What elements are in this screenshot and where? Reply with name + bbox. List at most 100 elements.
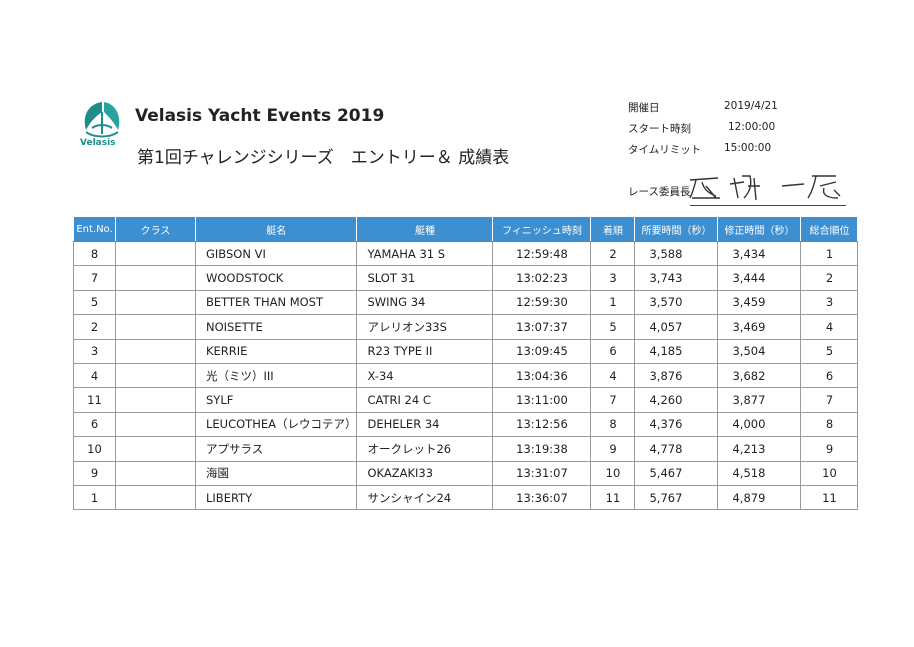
cell-elapsed-time: 3,743	[634, 265, 719, 291]
table-row: 4 光（ミツ）III X-34 13:04:36 4 3,876 3,682 6	[73, 362, 859, 389]
committee-label: レース委員長	[628, 186, 691, 198]
cell-boat-type: SWING 34	[356, 289, 494, 316]
document-title: 第1回チャレンジシリーズ エントリー＆ 成績表	[137, 148, 510, 168]
cell-overall-rank: 5	[800, 338, 859, 364]
cell-class	[115, 387, 196, 413]
cell-boat-name: KERRIE	[194, 338, 358, 364]
cell-class	[115, 338, 196, 364]
cell-overall-rank: 3	[800, 289, 859, 316]
cell-boat-name: BETTER THAN MOST	[194, 289, 358, 316]
cell-elapsed-time: 5,767	[634, 484, 719, 511]
cell-elapsed-time: 4,057	[634, 314, 719, 340]
cell-finish-time: 13:09:45	[492, 338, 592, 364]
cell-corrected-time: 4,879	[717, 484, 802, 511]
column-header-finish-time: フィニッシュ時刻	[492, 216, 592, 242]
cell-boat-name: アプサラス	[194, 436, 358, 462]
cell-finish-time: 13:36:07	[492, 484, 592, 511]
cell-elapsed-time: 3,588	[634, 240, 719, 267]
cell-boat-name: NOISETTE	[194, 314, 358, 340]
cell-finish-order: 8	[590, 411, 636, 438]
cell-class	[115, 289, 196, 316]
cell-class	[115, 362, 196, 389]
cell-boat-type: R23 TYPE II	[356, 338, 494, 364]
cell-elapsed-time: 3,876	[634, 362, 719, 389]
cell-entry-number: 6	[73, 411, 116, 438]
cell-finish-order: 9	[590, 436, 636, 462]
cell-class	[115, 411, 196, 438]
cell-corrected-time: 3,469	[717, 314, 802, 340]
cell-boat-type: CATRI 24 C	[356, 387, 494, 413]
cell-finish-order: 7	[590, 387, 636, 413]
cell-finish-time: 13:07:37	[492, 314, 592, 340]
cell-entry-number: 4	[73, 362, 116, 389]
column-header-class: クラス	[115, 216, 196, 242]
info-value: 15:00:00	[724, 142, 772, 154]
cell-boat-type: YAMAHA 31 S	[356, 240, 494, 267]
cell-class	[115, 240, 196, 267]
cell-elapsed-time: 4,778	[634, 436, 719, 462]
table-row: 2 NOISETTE アレリオン33S 13:07:37 5 4,057 3,469 4	[73, 314, 859, 340]
event-info: 開催日 2019/4/21 スタート時刻 12:00:00 タイムリミット 15…	[628, 100, 828, 163]
column-header-boat-name: 艇名	[194, 216, 358, 242]
table-row: 8 GIBSON VI YAMAHA 31 S 12:59:48 2 3,588 3,434…	[73, 240, 859, 267]
cell-overall-rank: 7	[800, 387, 859, 413]
cell-boat-name: 光（ミツ）III	[194, 362, 358, 389]
cell-corrected-time: 3,444	[717, 265, 802, 291]
table-row: 5 BETTER THAN MOST SWING 34 12:59:30 1 3,570 3…	[73, 289, 859, 316]
cell-overall-rank: 2	[800, 265, 859, 291]
cell-class	[115, 484, 196, 511]
cell-boat-name: GIBSON VI	[194, 240, 358, 267]
cell-overall-rank: 10	[800, 460, 859, 486]
table-row: 9 海園 OKAZAKI33 13:31:07 10 5,467 4,518 10	[73, 460, 859, 486]
cell-class	[115, 436, 196, 462]
cell-corrected-time: 4,213	[717, 436, 802, 462]
cell-class	[115, 265, 196, 291]
table-row: 6 LEUCOTHEA（レウコテア） DEHELER 34 13:12:56 8 4,37…	[73, 411, 859, 438]
cell-overall-rank: 9	[800, 436, 859, 462]
column-header-elapsed-time: 所要時間（秒）	[634, 216, 719, 242]
logo-wordmark: Velasis	[80, 138, 116, 148]
cell-finish-time: 12:59:48	[492, 240, 592, 267]
cell-entry-number: 1	[73, 484, 116, 511]
info-value: 2019/4/21	[724, 100, 778, 112]
cell-finish-order: 1	[590, 289, 636, 316]
cell-boat-type: アレリオン33S	[356, 314, 494, 340]
info-row-start-time: スタート時刻 12:00:00	[628, 121, 828, 142]
cell-entry-number: 11	[73, 387, 116, 413]
cell-finish-order: 5	[590, 314, 636, 340]
info-label: スタート時刻	[628, 123, 691, 135]
cell-overall-rank: 8	[800, 411, 859, 438]
cell-overall-rank: 4	[800, 314, 859, 340]
cell-finish-order: 4	[590, 362, 636, 389]
cell-class	[115, 460, 196, 486]
results-table: Ent.No. クラス 艇名 艇種 フィニッシュ時刻 着順 所要時間（秒） 修正時間（秒） 総合…	[73, 216, 859, 511]
column-header-overall-rank: 総合順位	[800, 216, 859, 242]
cell-corrected-time: 4,518	[717, 460, 802, 486]
cell-boat-type: オークレット26	[356, 436, 494, 462]
cell-boat-type: SLOT 31	[356, 265, 494, 291]
cell-finish-order: 11	[590, 484, 636, 511]
cell-boat-name: LEUCOTHEA（レウコテア）	[194, 411, 358, 438]
cell-corrected-time: 3,459	[717, 289, 802, 316]
cell-entry-number: 8	[73, 240, 116, 267]
cell-boat-type: サンシャイン24	[356, 484, 494, 511]
cell-entry-number: 10	[73, 436, 116, 462]
cell-entry-number: 2	[73, 314, 116, 340]
info-value: 12:00:00	[728, 121, 776, 133]
cell-overall-rank: 1	[800, 240, 859, 267]
cell-elapsed-time: 4,260	[634, 387, 719, 413]
cell-corrected-time: 3,877	[717, 387, 802, 413]
table-row: 11 SYLF CATRI 24 C 13:11:00 7 4,260 3,877 7	[73, 387, 859, 413]
cell-boat-name: SYLF	[194, 387, 358, 413]
cell-corrected-time: 3,682	[717, 362, 802, 389]
info-row-time-limit: タイムリミット 15:00:00	[628, 142, 828, 163]
cell-boat-name: WOODSTOCK	[194, 265, 358, 291]
cell-boat-name: 海園	[194, 460, 358, 486]
cell-finish-time: 12:59:30	[492, 289, 592, 316]
cell-overall-rank: 11	[800, 484, 859, 511]
cell-corrected-time: 3,434	[717, 240, 802, 267]
cell-finish-time: 13:02:23	[492, 265, 592, 291]
info-row-date: 開催日 2019/4/21	[628, 100, 828, 121]
cell-boat-type: OKAZAKI33	[356, 460, 494, 486]
cell-entry-number: 3	[73, 338, 116, 364]
